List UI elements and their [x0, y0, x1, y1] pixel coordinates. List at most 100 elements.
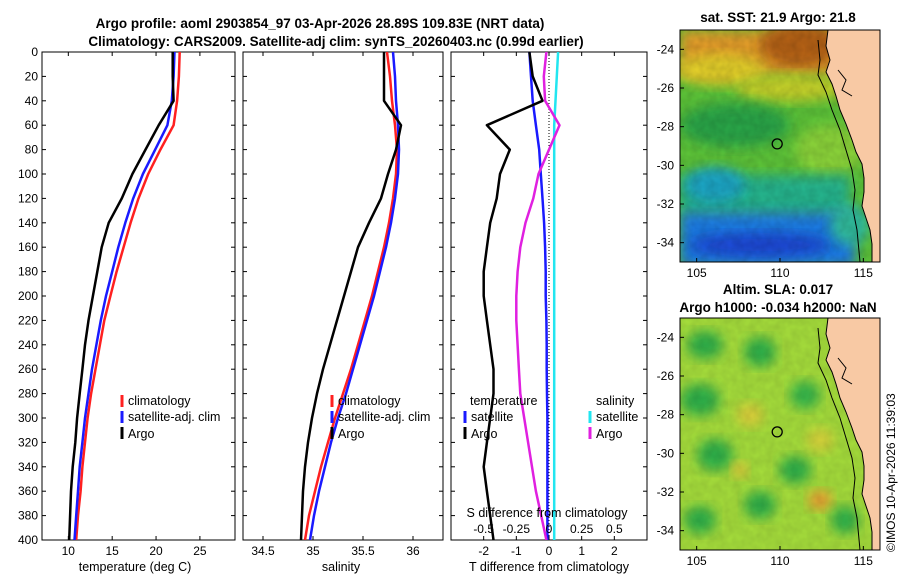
y-tick-label: 80	[25, 143, 39, 157]
sst-map-panel: sat. SST: 21.9 Argo: 21.8 1	[657, 10, 881, 280]
s-diff-tick-label: -0.25	[503, 522, 531, 536]
map-x-tick-label: 105	[687, 266, 707, 280]
y-tick-label: 380	[18, 509, 38, 523]
s-diff-tick-label: -0.5	[473, 522, 494, 536]
difference-x-ticks: -2 -1 0 1 2	[478, 52, 618, 558]
t-difference-xlabel: T difference from climatology	[469, 560, 630, 574]
x-tick-label: 34.5	[251, 544, 275, 558]
x-tick-label: 36	[406, 544, 420, 558]
sla-map-panel: Altim. SLA: 0.017 Argo h1000: -0.034 h20…	[657, 282, 881, 568]
temperature-legend: climatology satellite-adj. clim Argo	[120, 394, 220, 441]
x-tick-label: 35	[306, 544, 320, 558]
salinity-x-ticks: 34.5 35 35.5 36	[251, 52, 420, 558]
sla-map-title-line1: Altim. SLA: 0.017	[723, 282, 833, 297]
y-tick-label: 180	[18, 265, 38, 279]
legend-title-temperature: temperature	[470, 394, 537, 408]
map-y-tick-label: -24	[657, 330, 675, 344]
y-tick-label: 280	[18, 387, 38, 401]
x-tick-label: 2	[611, 544, 618, 558]
salinity-series	[299, 52, 403, 540]
legend-satellite: satellite-adj. clim	[128, 410, 220, 424]
temperature-x-ticks: 10 15 20 25	[62, 52, 207, 558]
x-tick-label: -1	[511, 544, 522, 558]
legend-climatology: climatology	[128, 394, 191, 408]
map-y-tick-label: -24	[657, 42, 675, 56]
y-tick-label: 20	[25, 69, 39, 83]
x-tick-label: -2	[478, 544, 489, 558]
map-x-tick-label: 115	[854, 554, 873, 568]
difference-series	[482, 52, 561, 540]
y-tick-label: 340	[18, 460, 38, 474]
depth-tick-labels: 0 20 40 60 80 100 120 140 160 180 200 220 240 260 280 3…	[18, 45, 235, 547]
series-temperature-satellite	[528, 52, 549, 540]
sla-map-ticks: 105 110 115 -24 -26 -28 -30 -32 -34	[657, 330, 874, 568]
x-tick-label: 1	[578, 544, 585, 558]
s-diff-tick-label: 0.25	[570, 522, 594, 536]
figure-title-line2: Climatology: CARS2009. Satellite-adj cli…	[88, 34, 583, 49]
map-y-tick-label: -34	[657, 236, 675, 250]
x-tick-label: 10	[62, 544, 76, 558]
y-tick-label: 160	[18, 240, 38, 254]
map-y-tick-label: -30	[657, 158, 675, 172]
y-tick-label: 120	[18, 191, 38, 205]
x-tick-label: 20	[149, 544, 163, 558]
map-y-tick-label: -28	[657, 120, 675, 134]
map-x-tick-label: 110	[770, 554, 789, 568]
map-y-tick-label: -32	[657, 197, 675, 211]
s-difference-tick-labels: -0.5 -0.25 0 0.25 0.5	[473, 522, 623, 536]
land-mass	[825, 30, 880, 262]
isobath	[817, 327, 861, 550]
x-tick-label: 0	[546, 544, 553, 558]
salinity-y-ticks	[243, 51, 443, 541]
y-tick-label: 100	[18, 167, 38, 181]
legend-sal-argo: Argo	[596, 427, 622, 441]
series-satellite-adj-clim	[73, 52, 176, 540]
imos-credit: ©IMOS 10-Apr-2026 11:39:03	[884, 393, 898, 552]
series-salinity-argo	[515, 52, 561, 540]
legend-climatology: climatology	[338, 394, 401, 408]
map-x-tick-label: 115	[854, 266, 873, 280]
difference-panel: -2 -1 0 1 2 T difference from climatology S …	[450, 51, 648, 574]
y-tick-label: 400	[18, 533, 38, 547]
island-outline	[837, 69, 853, 97]
salinity-xlabel: salinity	[322, 560, 361, 574]
map-x-tick-label: 105	[687, 554, 707, 568]
y-tick-label: 200	[18, 289, 38, 303]
y-tick-label: 240	[18, 338, 38, 352]
y-tick-label: 140	[18, 216, 38, 230]
y-tick-label: 220	[18, 313, 38, 327]
map-y-tick-label: -26	[657, 369, 675, 383]
isobath	[817, 39, 861, 262]
y-tick-label: 360	[18, 484, 38, 498]
y-tick-label: 260	[18, 362, 38, 376]
land-mass	[825, 318, 880, 550]
map-y-tick-label: -28	[657, 408, 675, 422]
y-tick-label: 0	[31, 45, 38, 59]
x-tick-label: 25	[193, 544, 207, 558]
legend-sal-satellite: satellite	[596, 410, 638, 424]
sst-map-ticks: 105 110 115 -24 -26 -28 -30 -32 -34	[657, 42, 874, 280]
y-tick-label: 40	[25, 94, 39, 108]
y-tick-label: 60	[25, 118, 39, 132]
sla-field	[680, 318, 880, 550]
x-tick-label: 35.5	[351, 544, 375, 558]
y-tick-label: 320	[18, 435, 38, 449]
series-climatology	[74, 52, 181, 540]
legend-satellite: satellite-adj. clim	[338, 410, 430, 424]
legend-argo: Argo	[338, 427, 364, 441]
map-x-tick-label: 110	[770, 266, 789, 280]
series-climatology	[303, 52, 399, 540]
temperature-panel: 0 20 40 60 80 100 120 140 160 180 200 220 240 260 280 3…	[18, 45, 236, 574]
map-y-tick-label: -32	[657, 485, 675, 499]
temperature-xlabel: temperature (deg C)	[79, 560, 192, 574]
s-diff-tick-label: 0	[546, 522, 553, 536]
series-temperature-argo	[482, 52, 544, 540]
y-tick-label: 300	[18, 411, 38, 425]
argo-position-marker	[771, 426, 783, 438]
difference-y-ticks	[451, 51, 647, 541]
series-argo	[299, 52, 403, 540]
temperature-series	[67, 52, 181, 540]
legend-title-salinity: salinity	[596, 394, 635, 408]
salinity-panel: 34.5 35 35.5 36 salinity climatology satell…	[242, 51, 444, 574]
